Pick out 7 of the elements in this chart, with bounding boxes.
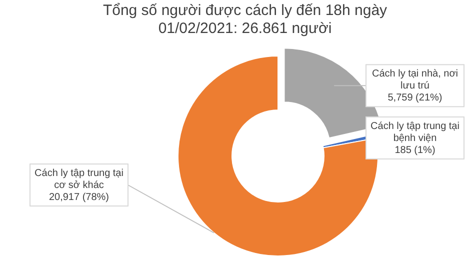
data-label: 185 (1%) [394,144,436,156]
chart-title: Tổng số người được cách ly đến 18h ngày 01/02/2021: 26.861 người [102,2,388,37]
data-label: 20,917 (78%) [48,192,110,203]
slice-label: Cách ly tập trung tại bệnh viện [370,120,460,144]
slice-label: Cách ly tại nhà, nơi lưu trú [372,68,458,92]
slice-label: Cách ly tập trung tại cơ sở khác [34,168,124,191]
data-label: 5,759 (21%) [388,92,442,104]
